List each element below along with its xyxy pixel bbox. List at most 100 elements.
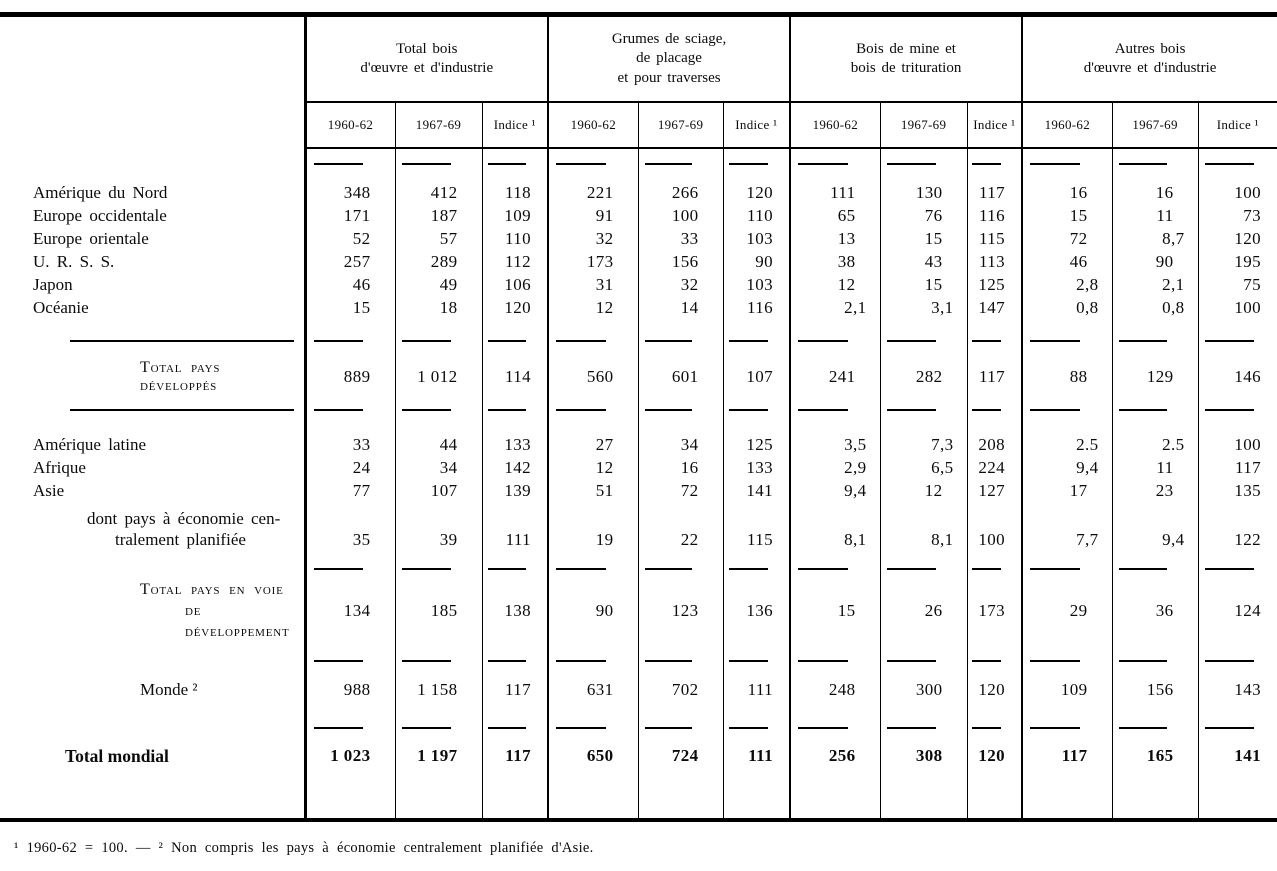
rule-cell: [305, 556, 395, 580]
row-label: U. R. S. S.: [0, 250, 307, 273]
rule-cell: [481, 407, 549, 417]
cell-value: 156: [1111, 670, 1199, 711]
cell-value: 2.5: [1021, 433, 1113, 456]
cell-value: 11: [1111, 456, 1199, 479]
cell-value: 111: [722, 734, 791, 779]
spacer-cell: [879, 417, 968, 433]
rule-cell: [879, 148, 968, 181]
rule-cell: [637, 556, 724, 580]
cell-value: 100: [966, 502, 1023, 556]
cell-value: 560: [547, 347, 639, 407]
rule-cell: [722, 642, 791, 671]
cell-value: 120: [1197, 227, 1277, 250]
cell-value: 90: [547, 580, 639, 643]
spacer-cell: [481, 778, 549, 821]
cell-value: 13: [789, 227, 881, 250]
cell-value: 702: [637, 670, 724, 711]
cell-value: 107: [722, 347, 791, 407]
partial-rule-row: [0, 407, 1277, 417]
rule-segment: [556, 568, 607, 570]
cell-value: 26: [879, 580, 968, 643]
rule-segment: [971, 568, 1001, 570]
cell-value: 46: [1021, 250, 1113, 273]
rule-cell: [305, 407, 395, 417]
cell-value: 125: [722, 433, 791, 456]
rule-cell: [722, 407, 791, 417]
rule-segment: [645, 163, 692, 165]
cell-value: 2,9: [789, 456, 881, 479]
cell-value: 266: [637, 181, 724, 204]
row-label: Afrique: [0, 456, 307, 479]
cell-value: 107: [394, 479, 482, 502]
rule-segment: [487, 163, 526, 165]
cell-value: 141: [1197, 734, 1277, 779]
sub-header-cell: 1967-69: [879, 102, 968, 149]
rule-cell: [305, 710, 395, 734]
rule-cell: [879, 710, 968, 735]
rule-segment: [645, 340, 692, 342]
rule-cell: [1021, 556, 1113, 580]
cell-value: 241: [789, 347, 881, 407]
rule-cell: [1021, 710, 1113, 735]
cell-value: 146: [1197, 347, 1277, 407]
row-label-header-spacer: [0, 14, 307, 148]
rule-cell: [789, 642, 881, 671]
cell-value: 117: [481, 670, 549, 711]
cell-value: 8,7: [1111, 227, 1199, 250]
rule-segment: [971, 163, 1001, 165]
cell-value: 33: [352, 434, 371, 454]
rule-cell: [1021, 407, 1113, 417]
column-group-autres-bois: Autres bois d'œuvre et d'industrie: [1021, 14, 1277, 103]
cell-value: 0,8: [1021, 296, 1113, 319]
rule-cell: [1111, 710, 1199, 735]
cell-value: 120: [966, 670, 1023, 711]
rule-segment: [313, 409, 364, 411]
cell-value: 116: [722, 296, 791, 319]
rule-cell: [481, 710, 549, 735]
rule-cell: [1021, 319, 1113, 347]
group-header-row: Total bois d'œuvre et d'industrie Grumes…: [0, 14, 1277, 148]
rule-cell: [722, 556, 791, 580]
cell-value: 2,1: [789, 296, 881, 319]
cell-value: 111: [722, 670, 791, 711]
cell-value: 142: [481, 456, 549, 479]
column-group-grumes: Grumes de sciage, de placage et pour tra…: [547, 14, 791, 103]
cell-value: 173: [966, 580, 1023, 643]
cell-value: 65: [789, 204, 881, 227]
cell-value: 120: [481, 296, 549, 319]
cell-value: 36: [1111, 580, 1199, 643]
rule-cell: [879, 407, 968, 417]
cell-value: 122: [1197, 502, 1277, 556]
cell-value: 90: [1111, 250, 1199, 273]
rule-segment: [487, 340, 526, 342]
spacer-cell: [789, 417, 881, 433]
column-group-total-bois: Total bois d'œuvre et d'industrie: [305, 14, 549, 103]
table-row: Monde ² 988 1 158 117 631 702 111 248 300 120 109 1…: [0, 670, 1277, 711]
cell-value: 125: [966, 273, 1023, 296]
table-row: Japon 46 49 106 31 32 103 12 15 125 2,8 2,1 75: [0, 273, 1277, 296]
rule-cell: [547, 556, 639, 580]
row-label: dont pays à économie cen- tralement plan…: [0, 502, 307, 556]
cell-value: 3,5: [789, 433, 881, 456]
rule-cell: [547, 319, 639, 347]
cell-value: 106: [481, 273, 549, 296]
cell-value: 109: [1021, 670, 1113, 711]
rule-segment: [1119, 660, 1167, 663]
table-row: U. R. S. S. 257 289 112 173 156 90 38 43 113 46 90 1…: [0, 250, 1277, 273]
cell-value: 988: [343, 680, 371, 700]
cell-value: 224: [966, 456, 1023, 479]
cell-value: 24: [352, 457, 371, 477]
table-row: Asie 77 107 139 51 72 141 9,4 12 127 17 23 135: [0, 479, 1277, 502]
sub-header-cell: Indice ¹: [722, 102, 791, 149]
spacer-row: [0, 417, 1277, 433]
rule-label-cell: [0, 407, 307, 417]
rule-cell: [879, 556, 968, 580]
rule-segment: [971, 409, 1001, 411]
rule-cell: [547, 710, 639, 735]
cell-value: 115: [722, 502, 791, 556]
cell-value: 141: [722, 479, 791, 502]
sub-header-cell: Indice ¹: [966, 102, 1023, 149]
rule-cell: [789, 319, 881, 347]
rule-segment: [971, 660, 1001, 663]
rule-cell: [966, 148, 1023, 181]
